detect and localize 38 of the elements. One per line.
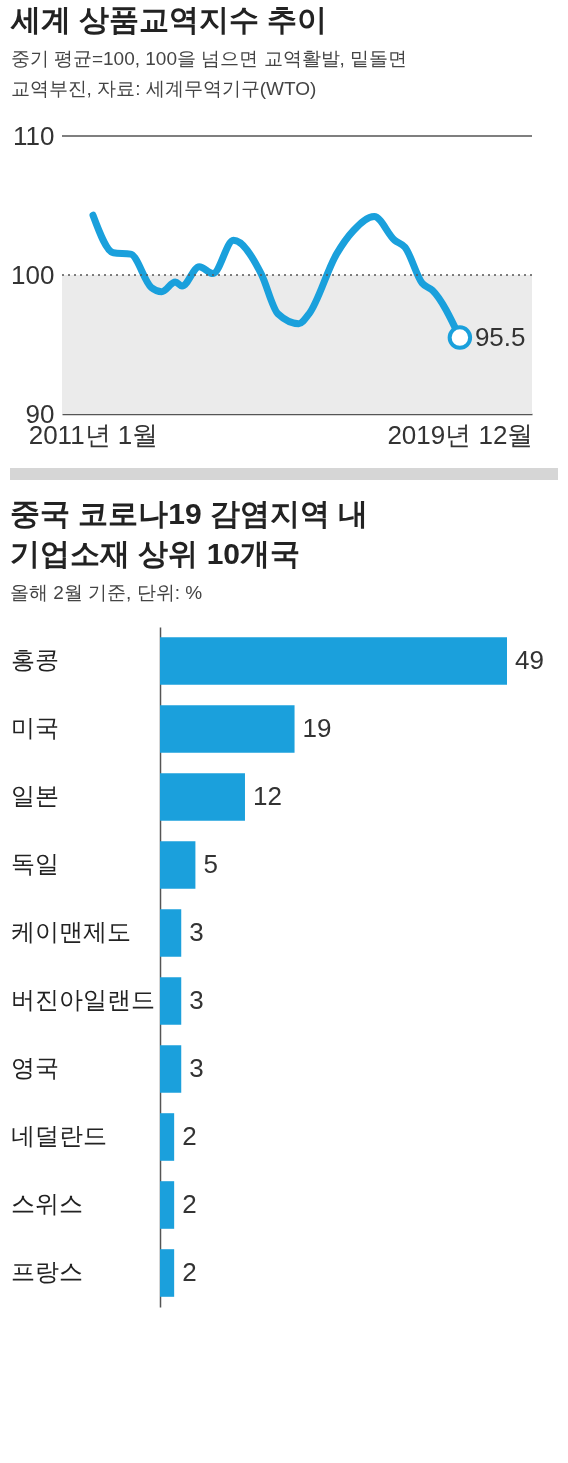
bar	[160, 773, 245, 821]
bar	[160, 705, 295, 753]
bar	[160, 977, 182, 1025]
bar	[160, 1045, 182, 1093]
chart-title: 중국 코로나19 감염지역 내 기업소재 상위 10개국	[10, 497, 369, 570]
data-label: 49	[515, 645, 544, 675]
bar	[160, 1181, 175, 1229]
y-tick-label: 미국	[10, 714, 59, 741]
bar	[160, 637, 507, 685]
bar	[160, 1249, 175, 1297]
bar	[160, 841, 196, 889]
y-tick-label: 홍콩	[10, 646, 59, 673]
data-label: 3	[189, 1053, 204, 1083]
data-label: 3	[189, 917, 204, 947]
data-label: 2	[182, 1189, 197, 1219]
chart-subtitle: 올해 2월 기준, 단위: %	[10, 582, 203, 603]
data-label: 19	[302, 713, 332, 743]
y-tick-label: 네덜란드	[10, 1122, 107, 1149]
chart-subtitle: 중기 평균=100, 100을 넘으면 교역활발, 밑돌면 교역부진, 자료: 세계무역기구(WTO)	[10, 48, 408, 99]
y-tick-label: 100	[11, 259, 55, 290]
bar	[160, 909, 182, 957]
bar	[160, 1113, 175, 1161]
y-tick-label: 프랑스	[10, 1258, 83, 1285]
y-tick-label: 영국	[10, 1054, 59, 1081]
data-label: 2	[182, 1257, 197, 1287]
y-tick-label: 버진아일랜드	[10, 986, 155, 1013]
y-tick-label: 스위스	[10, 1190, 83, 1217]
data-label: 2	[182, 1121, 197, 1151]
y-tick-label: 독일	[10, 850, 59, 877]
chart-title: 세계 상품교역지수 추이	[9, 3, 328, 36]
x-tick-label: 2019년 12월	[387, 419, 534, 450]
y-tick-label: 일본	[10, 782, 59, 809]
y-tick-label: 케이맨제도	[10, 918, 131, 945]
y-tick-label: 110	[13, 120, 55, 151]
annotation: 95.5	[474, 321, 526, 352]
data-label: 12	[252, 781, 282, 811]
data-label: 5	[203, 849, 218, 879]
data-label: 3	[189, 985, 204, 1015]
